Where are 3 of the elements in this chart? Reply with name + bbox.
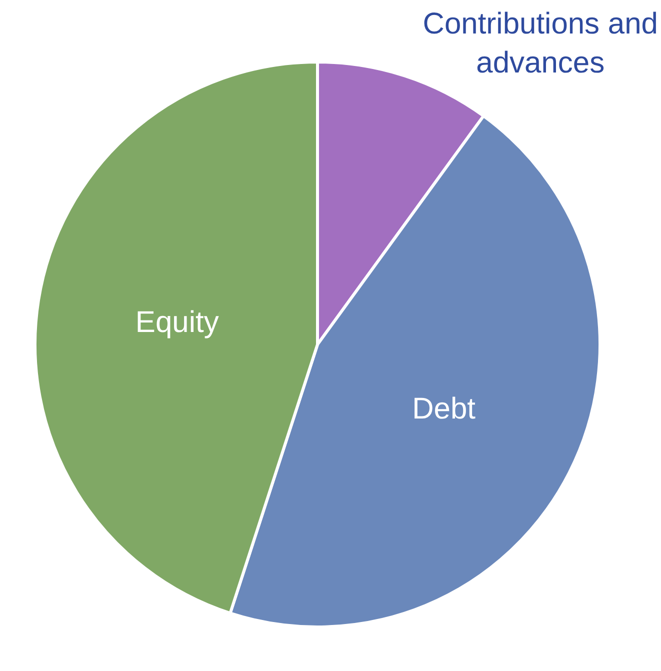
slice-label: Equity bbox=[135, 306, 219, 339]
slice-label: Contributions and advances bbox=[422, 7, 658, 80]
slice-label: Debt bbox=[412, 392, 476, 426]
